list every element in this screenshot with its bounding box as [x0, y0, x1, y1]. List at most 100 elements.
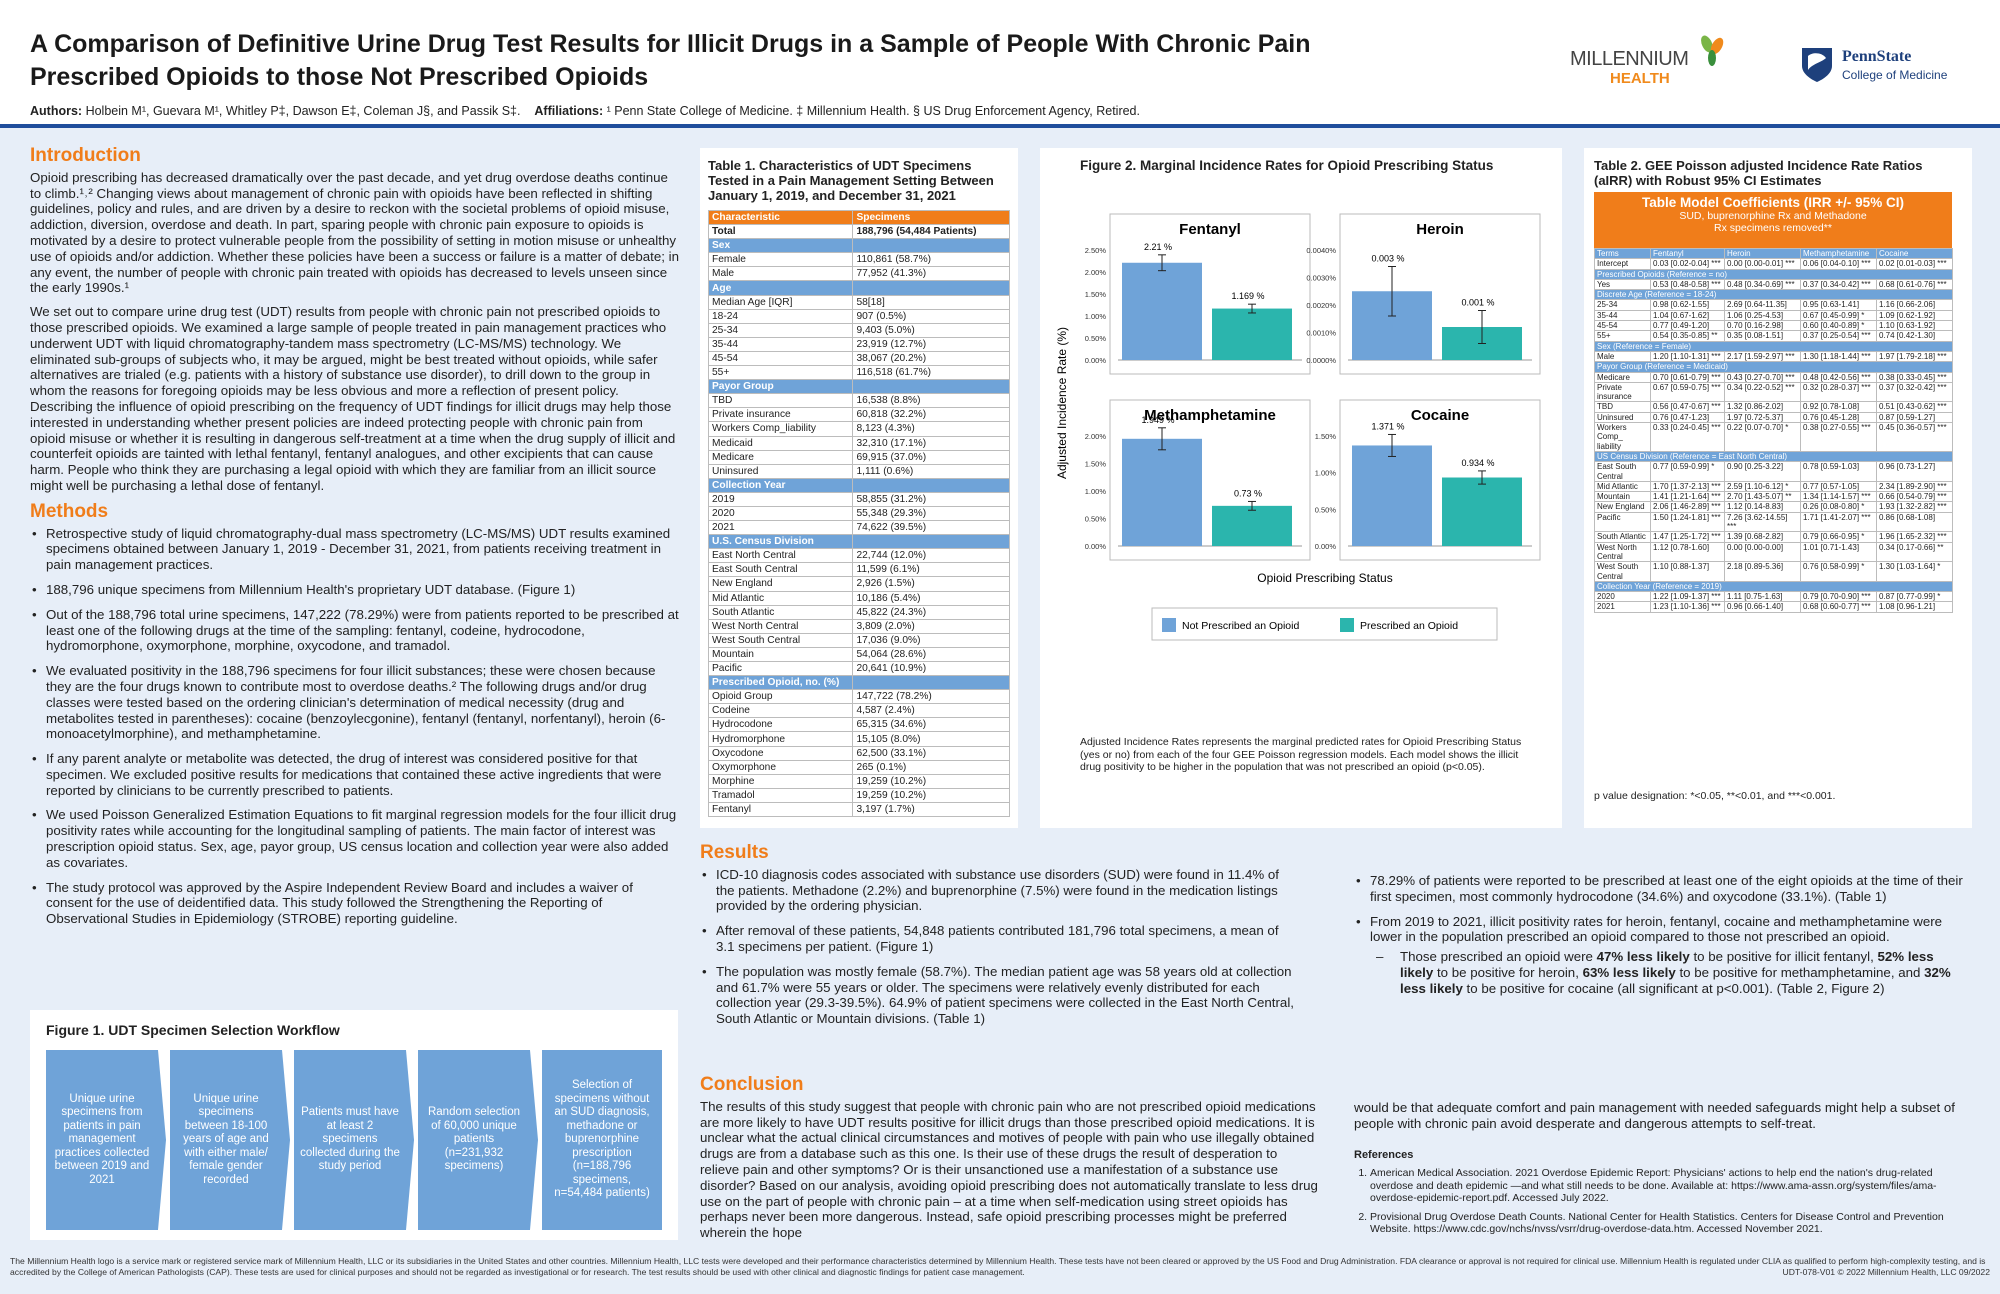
table-cell-value: 62,500 (33.1%)	[852, 745, 1010, 761]
table-cell: 0.02 [0.01-0.03] ***	[1876, 258, 1953, 270]
data-label: 0.73 %	[1234, 488, 1262, 498]
table-row: Male 77,952 (41.3%)	[707, 266, 1010, 282]
table-cell: 1.20 [1.10-1.31] ***	[1650, 350, 1725, 363]
table-cell-value: 20,641 (10.9%)	[852, 660, 1010, 677]
table-cell: South Atlantic	[1594, 531, 1651, 543]
table-row: Hydromorphone 15,105 (8.0%)	[707, 731, 1010, 747]
table-cell-value: 265 (0.1%)	[852, 759, 1010, 775]
table-cell: 55+	[1594, 330, 1651, 342]
logo-name: MILLENNIUM	[1570, 48, 1689, 70]
references-list: American Medical Association. 2021 Overd…	[1354, 1167, 1970, 1236]
table-row: 35-44 23,919 (12.7%)	[707, 336, 1010, 352]
table-cell-label: Fentanyl	[707, 801, 854, 818]
table-section-row: Collection Year (Reference = 2019)	[1594, 580, 1953, 593]
table-cell-label: Opioid Group	[707, 689, 854, 705]
table-cell: 0.35 [0.08-1.51]	[1724, 330, 1801, 342]
table-1-card: Table 1. Characteristics of UDT Specimen…	[700, 148, 1018, 828]
table-cell: West South Central	[1594, 561, 1651, 582]
table-cell-value: 1,111 (0.6%)	[852, 463, 1010, 479]
table-1: Characteristic Specimens Total 188,796 (54,…	[707, 209, 1010, 818]
authors-label: Authors:	[30, 104, 83, 118]
table-cell: 0.76 [0.45-1.28]	[1800, 411, 1877, 424]
table-cell-value: 17,036 (9.0%)	[852, 632, 1010, 648]
figure-2-title: Figure 2. Marginal Incidence Rates for O…	[1080, 158, 1494, 173]
table-row: Total 188,796 (54,484 Patients)	[707, 224, 1010, 240]
table-header-row: Terms Fentanyl Heroin Methamphetamine Cocain…	[1594, 247, 1953, 260]
table-header-cell: Methamphetamine	[1800, 247, 1877, 260]
table-cell: 0.26 [0.08-0.80] *	[1800, 501, 1877, 513]
list-item: The study protocol was approved by the A…	[30, 880, 680, 927]
table-row: U.S. Census Division	[707, 534, 1010, 550]
table-row: West South Central 1.10 [0.88-1.37] 2.18 […	[1594, 561, 1953, 582]
y-tick-label: 1.50%	[1085, 290, 1107, 299]
table-cell: 0.38 [0.33-0.45] ***	[1876, 371, 1953, 383]
legend-box	[1151, 607, 1498, 641]
legend-label: Prescribed an Opioid	[1360, 620, 1458, 632]
affiliations-list: ¹ Penn State College of Medicine. ‡ Mill…	[606, 104, 1140, 118]
table-cell-value: 58[18]	[852, 294, 1010, 310]
sub-text: to be positive for illicit fentanyl,	[1689, 949, 1878, 965]
y-tick-label: 0.00%	[1085, 356, 1107, 365]
pennstate-logo: PennState College of Medicine	[1800, 46, 1980, 86]
table-cell-label: Characteristic	[707, 209, 854, 226]
table-row: Mountain 54,064 (28.6%)	[707, 646, 1010, 663]
y-tick-label: 0.0010%	[1306, 329, 1336, 338]
table-cell-label: 2021	[707, 520, 854, 536]
table-row: Oxymorphone 265 (0.1%)	[707, 759, 1010, 775]
logo-sub: College of Medicine	[1842, 68, 1948, 82]
table-cell: 0.48 [0.42-0.56] ***	[1800, 371, 1877, 383]
table-cell: 1.47 [1.25-1.72] ***	[1650, 531, 1725, 543]
workflow-step: Selection of specimens without an SUD di…	[542, 1050, 662, 1230]
table-cell: 35-44	[1594, 309, 1651, 322]
y-tick-label: 0.0000%	[1306, 356, 1336, 365]
y-tick-label: 1.00%	[1315, 469, 1337, 478]
table-cell-label: Tramadol	[707, 787, 854, 803]
table-cell: Intercept	[1594, 258, 1651, 270]
stat-heroin: 52% less likely	[1400, 949, 1934, 980]
table-cell-value: 69,915 (37.0%)	[852, 449, 1010, 465]
table-row: East South Central 0.77 [0.59-0.99] * 0.90…	[1594, 461, 1953, 482]
table-cell-label: Median Age [IQR]	[707, 294, 854, 310]
y-tick-label: 0.50%	[1315, 505, 1337, 514]
bar-prescribed	[1212, 308, 1292, 360]
table-cell-value: 54,064 (28.6%)	[852, 646, 1010, 663]
table-cell: 1.06 [0.25-4.53]	[1724, 309, 1801, 322]
table-cell: 0.34 [0.22-0.52] ***	[1724, 381, 1801, 403]
table-cell: 0.32 [0.28-0.37] ***	[1800, 381, 1877, 403]
table-cell-value	[852, 280, 1010, 296]
table-cell-value: 65,315 (34.6%)	[852, 717, 1010, 733]
table-cell-value: 116,518 (61.7%)	[852, 365, 1010, 381]
y-tick-label: 0.0040%	[1306, 246, 1336, 255]
table-row: West South Central 17,036 (9.0%)	[707, 632, 1010, 648]
figure-2-card: Figure 2. Marginal Incidence Rates for O…	[1040, 148, 1562, 828]
conclusion-right: would be that adequate comfort and pain …	[1354, 1100, 1970, 1236]
table-row: 45-54 0.77 [0.49-1.20] 0.70 [0.16-2.98] 0.6…	[1594, 320, 1953, 332]
data-label: 0.003 %	[1371, 254, 1404, 264]
table-row: 2020 1.22 [1.09-1.37] *** 1.11 [0.75-1.63]…	[1594, 591, 1953, 603]
table-cell-value: 55,348 (29.3%)	[852, 505, 1010, 522]
table-cell: 25-34	[1594, 299, 1651, 311]
table-cell: 0.86 [0.68-1.08]	[1876, 511, 1953, 533]
y-tick-label: 0.50%	[1085, 334, 1107, 343]
sub-text: Those prescribed an opioid were	[1400, 949, 1597, 965]
table-cell-value: 3,197 (1.7%)	[852, 801, 1010, 818]
table-cell: 2021	[1594, 601, 1651, 613]
table-cell-value: 147,722 (78.2%)	[852, 689, 1010, 705]
table-cell: 0.67 [0.59-0.75] ***	[1650, 381, 1725, 403]
table-row: 2021 1.23 [1.10-1.36] *** 0.96 [0.66-1.40]…	[1594, 601, 1953, 613]
list-item: 188,796 unique specimens from Millennium…	[30, 582, 680, 598]
table-row: Pacific 20,641 (10.9%)	[707, 660, 1010, 677]
table-cell-value: 15,105 (8.0%)	[852, 731, 1010, 747]
table-cell: 0.60 [0.40-0.89] *	[1800, 320, 1877, 332]
table-cell: 0.74 [0.42-1.30]	[1876, 330, 1953, 342]
table-cell-label: Codeine	[707, 703, 854, 719]
table-cell: 1.10 [0.63-1.92]	[1876, 320, 1953, 332]
chart-title: Methamphetamine	[1144, 407, 1276, 424]
table-cell-label: Mid Atlantic	[707, 590, 854, 606]
reference-item: Provisional Drug Overdose Death Counts. …	[1370, 1211, 1970, 1236]
list-item: From 2019 to 2021, illicit positivity ra…	[1354, 914, 1970, 997]
table-section-row: US Census Division (Reference = East Nor…	[1594, 450, 1953, 463]
table-cell: 1.97 [1.79-2.18] ***	[1876, 350, 1953, 363]
table-cell-label: Uninsured	[707, 463, 854, 479]
table-cell-value: 58,855 (31.2%)	[852, 491, 1010, 507]
